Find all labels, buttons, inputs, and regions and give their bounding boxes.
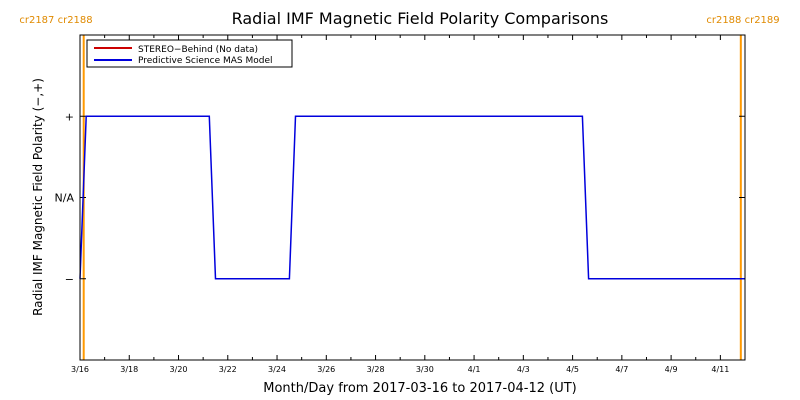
y-tick-label: N/A [55, 192, 75, 205]
x-tick-label: 3/18 [120, 365, 138, 374]
x-tick-label: 4/11 [711, 365, 729, 374]
legend-box [86, 39, 293, 68]
legend: STEREO−Behind (No data) Predictive Scien… [86, 39, 293, 68]
x-tick-label: 3/26 [317, 365, 335, 374]
carrington-label-left: cr2187 cr2188 [19, 15, 92, 26]
x-tick-label: 3/16 [71, 365, 89, 374]
chart-title: Radial IMF Magnetic Field Polarity Compa… [232, 9, 609, 28]
x-tick-label: 3/24 [268, 365, 286, 374]
x-tick-label: 4/7 [615, 365, 628, 374]
series-line-1 [79, 115, 745, 280]
x-tick-label: 4/9 [665, 365, 678, 374]
x-tick-label: 4/3 [517, 365, 530, 374]
legend-label-mas: Predictive Science MAS Model [138, 56, 273, 66]
x-tick-label: 3/30 [416, 365, 434, 374]
y-axis-label: Radial IMF Magnetic Field Polarity (−,+) [31, 78, 45, 316]
x-tick-label: 3/22 [219, 365, 237, 374]
y-tick-label: + [65, 110, 74, 123]
plot-frame [79, 34, 746, 361]
x-tick-label: 3/20 [170, 365, 188, 374]
y-tick-label: − [65, 273, 74, 286]
x-tick-label: 4/5 [566, 365, 579, 374]
carrington-label-right: cr2188 cr2189 [706, 15, 779, 26]
x-tick-label: 3/28 [367, 365, 385, 374]
x-tick-label: 4/1 [468, 365, 481, 374]
legend-label-stereo: STEREO−Behind (No data) [138, 45, 258, 55]
x-axis-label: Month/Day from 2017-03-16 to 2017-04-12 … [263, 381, 576, 396]
